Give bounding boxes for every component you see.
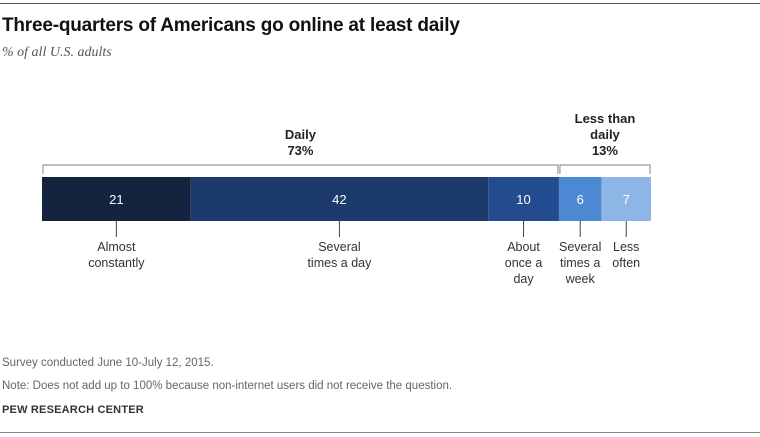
- top-rule: [0, 3, 760, 4]
- bottom-rule: [0, 432, 760, 433]
- chart-title: Three-quarters of Americans go online at…: [2, 15, 460, 36]
- group-label: Less than daily 13%: [575, 111, 636, 158]
- survey-note: Survey conducted June 10-July 12, 2015.: [2, 357, 214, 369]
- group-bracket: [42, 164, 559, 174]
- bar-value-label: 10: [516, 192, 530, 207]
- bar-value-label: 21: [109, 192, 123, 207]
- category-label: Several times a week: [559, 240, 601, 286]
- category-label: Less often: [612, 240, 640, 270]
- stacked-bar-chart: 21 Almost constantly 42 Several times a day 10…: [42, 111, 651, 286]
- bar-value-label: 42: [332, 192, 346, 207]
- bar-segment: [601, 177, 651, 221]
- category-label: Several times a day: [307, 240, 372, 270]
- bar-segment: [42, 177, 191, 221]
- category-label: Almost constantly: [88, 240, 145, 270]
- bar-segment: [558, 177, 602, 221]
- footnote: Note: Does not add up to 100% because no…: [2, 380, 453, 392]
- source-label: PEW RESEARCH CENTER: [2, 404, 144, 416]
- bar-segment: [488, 177, 559, 221]
- chart-subtitle: % of all U.S. adults: [2, 45, 112, 60]
- bar-value-label: 7: [623, 192, 630, 207]
- category-label: About once a day: [505, 240, 543, 286]
- bar-segment: [190, 177, 489, 221]
- bar-value-label: 6: [577, 192, 584, 207]
- group-bracket: [559, 164, 651, 174]
- group-label: Daily 73%: [285, 127, 317, 158]
